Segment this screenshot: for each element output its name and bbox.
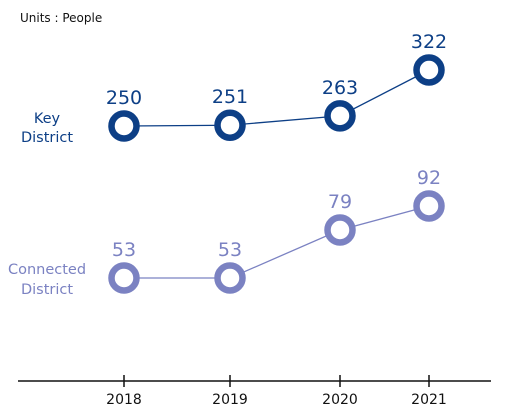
series-name-label: District — [21, 282, 73, 298]
data-label: 250 — [106, 87, 142, 109]
data-label: 53 — [218, 239, 242, 261]
x-tick-label: 2021 — [411, 392, 447, 408]
data-point — [108, 110, 140, 142]
data-label: 263 — [322, 77, 358, 99]
x-tick-label: 2020 — [322, 392, 358, 408]
data-point — [413, 54, 445, 86]
data-point — [108, 262, 140, 294]
series-name-label: District — [21, 130, 73, 146]
data-label: 251 — [212, 86, 248, 108]
data-point — [214, 109, 246, 141]
series-name-label: Connected — [8, 262, 86, 278]
series-name-label: Key — [34, 111, 61, 127]
x-tick-label: 2019 — [212, 392, 248, 408]
series-group: 53 53 79 92 Connected District — [8, 167, 445, 298]
data-label: 79 — [328, 191, 352, 213]
data-label: 53 — [112, 239, 136, 261]
series-line — [124, 205, 430, 279]
x-tick-label: 2018 — [106, 392, 142, 408]
data-label: 92 — [417, 167, 441, 189]
data-point — [324, 214, 356, 246]
series-group: 250 251 263 322 Key District — [21, 31, 447, 146]
units-label: Units : People — [20, 11, 102, 25]
data-label: 322 — [411, 31, 447, 53]
data-point — [214, 262, 246, 294]
data-point — [413, 190, 445, 222]
series-layer: 250 251 263 322 Key District 53 53 79 92 Connected… — [8, 31, 447, 298]
data-point — [324, 100, 356, 132]
series-line — [123, 69, 430, 127]
x-axis-ticks: 2018 2019 2020 2021 — [106, 375, 447, 408]
